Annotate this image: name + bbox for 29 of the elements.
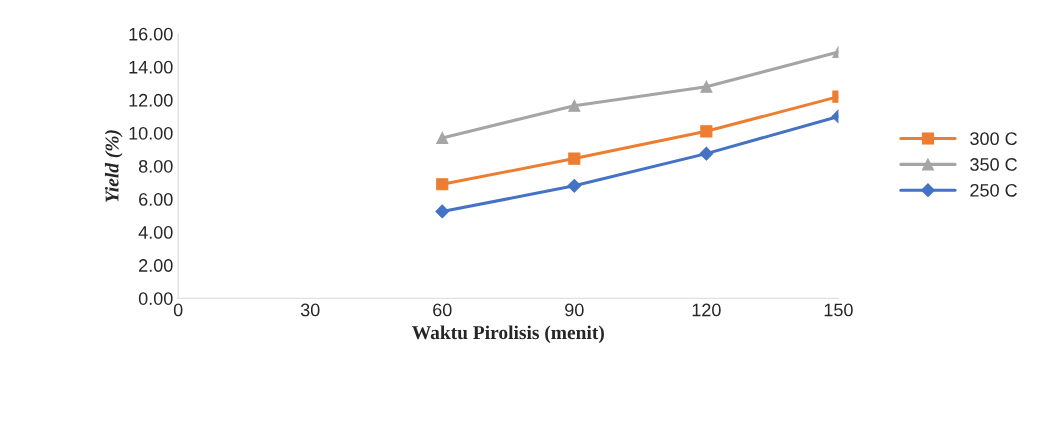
x-tick-label: 120: [692, 303, 721, 317]
point: [700, 80, 713, 93]
legend-label: 350 C: [970, 158, 1017, 171]
x-tick-label: 0: [173, 303, 183, 317]
x-tick-label: 60: [433, 303, 452, 317]
point: [567, 178, 582, 193]
y-tick-label: 10.00: [129, 126, 173, 140]
y-tick-label: 4.00: [138, 226, 173, 239]
x-tick-label: 150: [824, 303, 853, 317]
y-tick-label: 12.00: [129, 93, 173, 107]
y-tick-label: 8.00: [138, 159, 173, 173]
point: [568, 99, 581, 112]
x-axis-title: Waktu Pirolisis (menit): [412, 325, 604, 344]
point: [436, 131, 449, 145]
point: [436, 178, 449, 191]
y-tick-label: 6.00: [139, 193, 173, 206]
legend-label: 250 C: [970, 183, 1017, 197]
y-tick-label: 16.00: [129, 27, 173, 41]
point: [699, 146, 714, 161]
y-tick-label: 0.00: [138, 292, 173, 305]
point: [568, 152, 581, 165]
point: [700, 125, 713, 138]
y-axis-title: Yield (%): [104, 130, 123, 203]
legend-label: 300 C: [970, 132, 1017, 146]
point: [435, 204, 450, 219]
y-tick-label: 2.00: [139, 259, 173, 272]
y-tick-label: 14.00: [129, 60, 173, 74]
x-tick-label: 30: [300, 303, 320, 317]
x-tick-label: 90: [565, 303, 584, 317]
